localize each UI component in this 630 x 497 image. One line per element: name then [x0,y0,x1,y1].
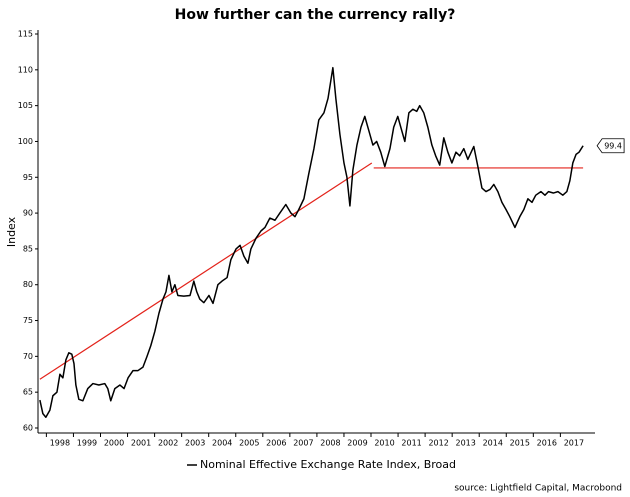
x-tick-label: 2001 [131,439,151,448]
end-label: 99.4 [604,141,622,150]
x-tick-label: 2003 [185,439,205,448]
legend-label: Nominal Effective Exchange Rate Index, B… [200,458,456,471]
x-tick-label: 2011 [401,439,421,448]
x-tick-label: 2014 [483,439,503,448]
x-tick-label: 2013 [456,439,476,448]
y-tick-label: 110 [18,65,33,74]
y-tick-label: 115 [18,30,33,39]
y-tick-label: 95 [23,173,33,182]
y-tick-label: 65 [23,388,33,397]
x-tick-label: 2000 [104,439,124,448]
series-line [39,66,584,418]
trend-line [39,162,373,380]
y-tick-label: 70 [23,352,33,361]
source-note: source: Lightfield Capital, Macrobond [454,484,622,494]
y-tick-label: 60 [23,423,33,432]
y-tick-label: 100 [18,137,33,146]
x-tick-label: 2005 [239,439,259,448]
x-tick-label: 2012 [428,439,448,448]
y-tick-label: 80 [23,280,33,289]
x-tick-label: 2006 [266,439,286,448]
y-axis-label: Index [5,216,18,247]
x-tick-label: 2015 [510,439,530,448]
y-tick-label: 75 [23,316,33,325]
x-tick-label: 2009 [347,439,367,448]
x-tick-label: 1998 [50,439,70,448]
x-tick-label: 2007 [293,439,313,448]
x-tick-label: 2004 [212,439,232,448]
y-tick-label: 90 [23,209,33,218]
legend: Nominal Effective Exchange Rate Index, B… [187,458,456,471]
x-tick-label: 2008 [320,439,340,448]
end-label-box [596,138,625,154]
chart-title: How further can the currency rally? [175,7,456,23]
x-tick-label: 1999 [77,439,97,448]
x-tick-label: 2002 [158,439,178,448]
y-tick-label: 85 [23,244,33,253]
x-tick-label: 2017 [564,439,584,448]
x-tick-label: 2016 [537,439,557,448]
y-tick-label: 105 [18,101,33,110]
x-tick-label: 2010 [374,439,394,448]
